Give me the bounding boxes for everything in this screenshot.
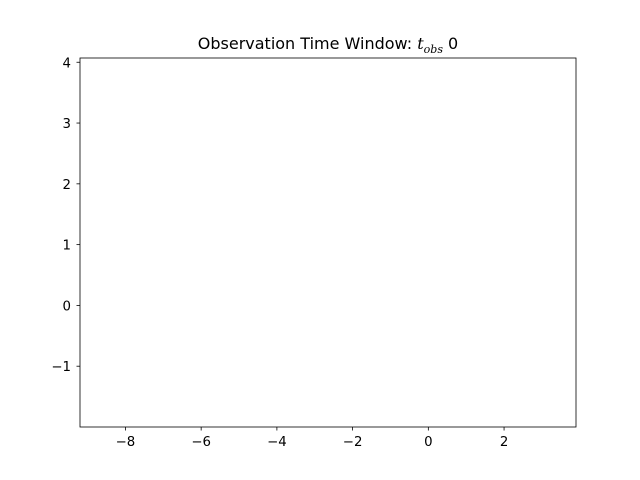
x-tick-label: 2: [500, 435, 508, 450]
y-tick-label: 2: [63, 178, 71, 193]
y-tick-label: 0: [63, 299, 71, 314]
chart-title: Observation Time Window: tobs 0: [198, 34, 458, 56]
x-tick-label: −6: [191, 435, 211, 450]
x-tick-label: −8: [116, 435, 136, 450]
y-tick-label: 4: [63, 56, 71, 71]
y-tick-label: −1: [51, 360, 71, 375]
chart-title-symbol: t: [417, 34, 424, 53]
y-axis-ticks: −1 0 1 2 3 4: [51, 56, 80, 375]
y-tick-label: 3: [63, 117, 71, 132]
x-axis-ticks: −8 −6 −4 −2 0 2: [116, 427, 508, 450]
axes-frame: [79, 57, 577, 428]
y-tick-label: 1: [63, 239, 71, 254]
x-tick-label: −4: [267, 435, 287, 450]
chart-title-prefix: Observation Time Window:: [198, 34, 417, 53]
x-tick-label: 0: [424, 435, 432, 450]
chart-title-suffix: 0: [443, 34, 458, 53]
chart-title-subscript: obs: [424, 43, 444, 56]
x-tick-label: −2: [343, 435, 363, 450]
